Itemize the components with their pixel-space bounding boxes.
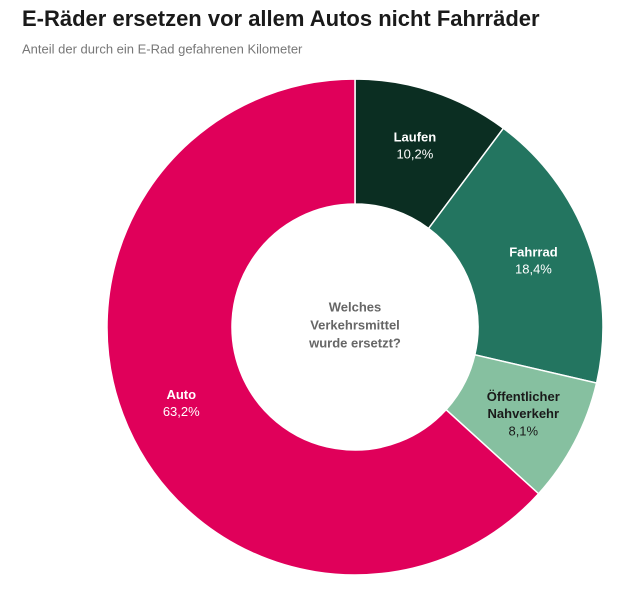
slice-value: 10,2% <box>396 147 433 162</box>
slice-label: Öffentlicher Nahverkehr <box>487 390 560 422</box>
slice-value: 8,1% <box>508 424 538 439</box>
donut-slice <box>427 127 604 384</box>
center-label: wurde ersetzt? <box>308 335 401 350</box>
slice-value: 18,4% <box>515 262 552 277</box>
center-label: Welches <box>329 299 382 314</box>
chart-subtitle: Anteil der durch ein E-Rad gefahrenen Ki… <box>22 41 303 56</box>
slice-label: Fahrrad <box>509 245 557 260</box>
slice-label: Auto <box>166 387 196 402</box>
slice-value: 63,2% <box>163 404 200 419</box>
donut-slice <box>106 78 540 576</box>
slice-label: Laufen <box>394 130 437 145</box>
center-label: Verkehrsmittel <box>310 317 400 332</box>
chart-title: E-Räder ersetzen vor allem Autos nicht F… <box>22 6 540 31</box>
